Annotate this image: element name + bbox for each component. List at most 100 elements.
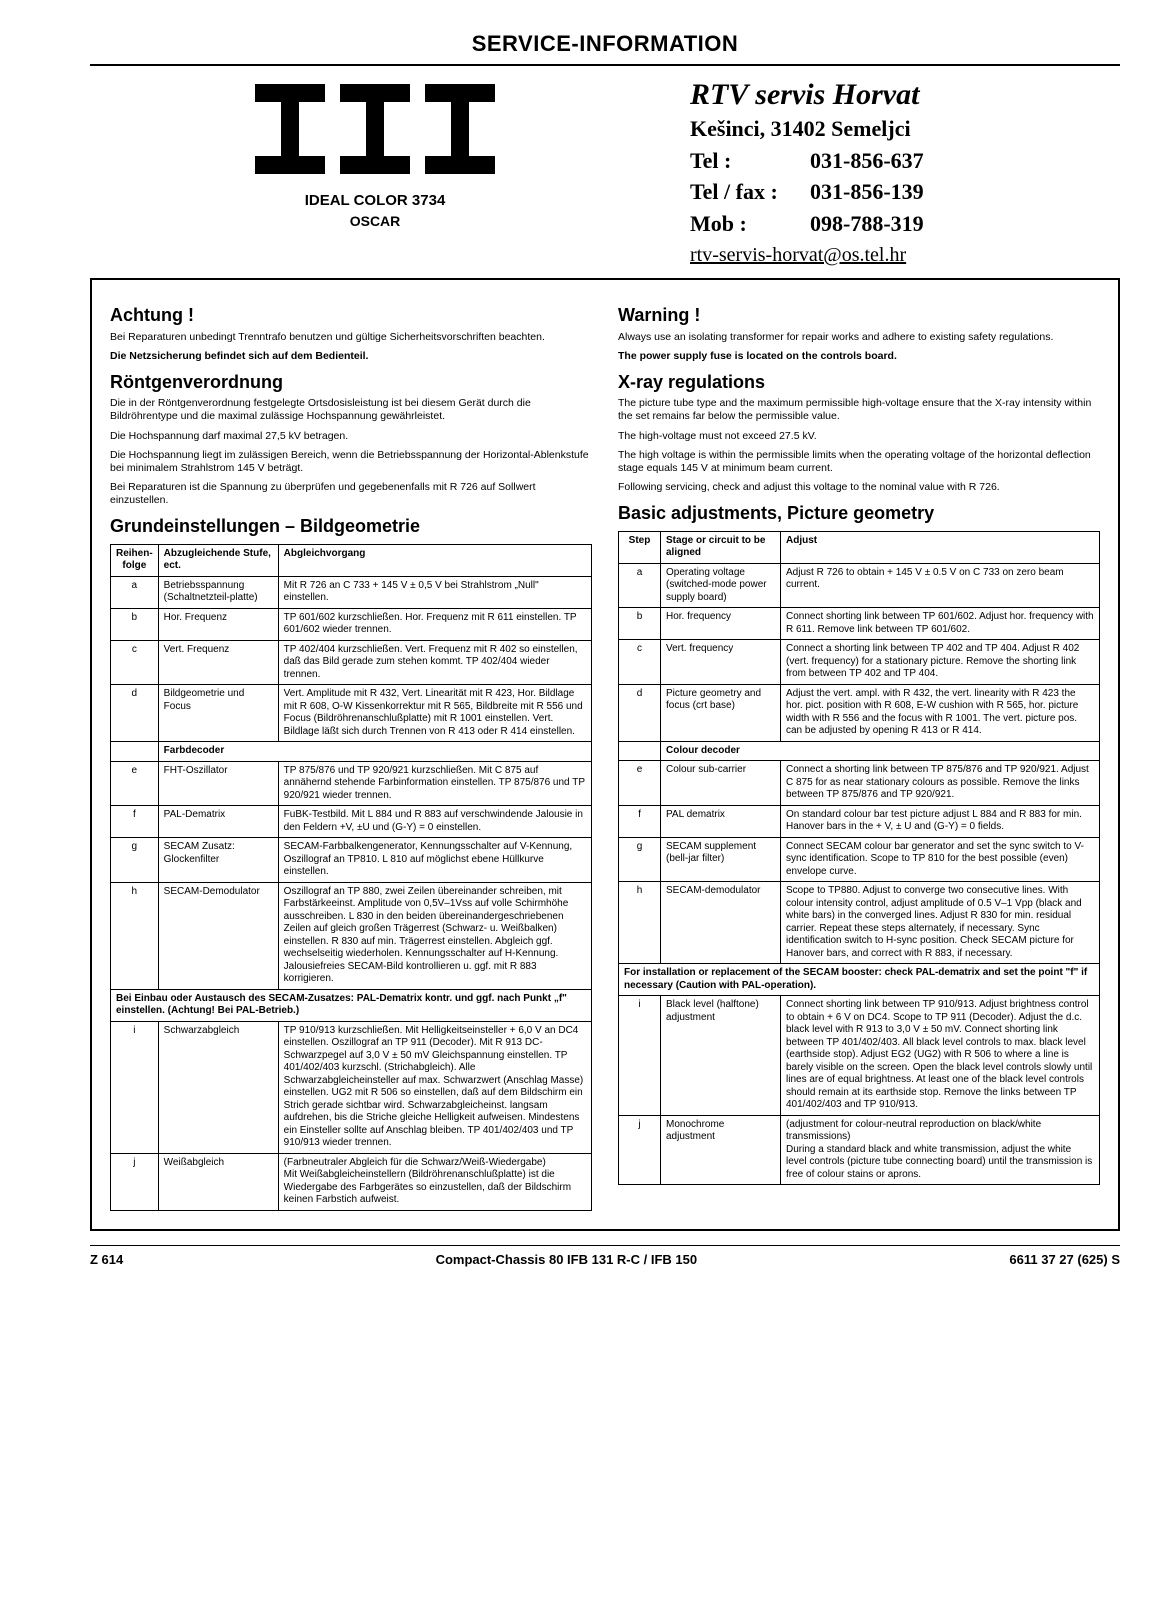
footer-right: 6611 37 27 (625) S — [1009, 1252, 1120, 1268]
table-row: i Schwarzabgleich TP 910/913 kurzschließ… — [111, 1021, 592, 1153]
cell-stage: Schwarzabgleich — [158, 1021, 278, 1153]
cell-step: j — [111, 1153, 159, 1210]
table-row: f PAL-Dematrix FuBK-Testbild. Mit L 884 … — [111, 806, 592, 838]
cell-adjust: Adjust R 726 to obtain + 145 V ± 0.5 V o… — [781, 563, 1100, 608]
cell-adjust: Vert. Amplitude mit R 432, Vert. Lineari… — [278, 685, 591, 742]
table-german: Reihen-folge Abzugleichende Stufe, ect. … — [110, 544, 592, 1211]
note-text: Bei Einbau oder Austausch des SECAM-Zusa… — [111, 989, 592, 1021]
subhead-text: Farbdecoder — [158, 742, 591, 762]
cell-stage: Vert. frequency — [661, 640, 781, 685]
note-text: For installation or replacement of the S… — [619, 964, 1100, 996]
cell-stage: Colour sub-carrier — [661, 761, 781, 806]
th-adj: Abgleichvorgang — [278, 544, 591, 576]
cell-step: i — [111, 1021, 159, 1153]
cell-adjust: Adjust the vert. ampl. with R 432, the v… — [781, 684, 1100, 741]
xray-heading: X-ray regulations — [618, 371, 1100, 394]
table-row: i Black level (halftone) adjustment Conn… — [619, 996, 1100, 1116]
cell-step: e — [111, 761, 159, 806]
subhead-text: Colour decoder — [661, 741, 1100, 761]
warning-p1: Always use an isolating transformer for … — [618, 331, 1100, 344]
table-note: Bei Einbau oder Austausch des SECAM-Zusa… — [111, 989, 592, 1021]
cell-step: a — [619, 563, 661, 608]
table-row: a Operating voltage (switched-mode power… — [619, 563, 1100, 608]
model-sub: OSCAR — [90, 213, 660, 231]
roentgen-heading: Röntgenverordnung — [110, 371, 592, 394]
roentgen-p3: Die Hochspannung liegt im zulässigen Ber… — [110, 449, 592, 475]
achtung-p1: Bei Reparaturen unbedingt Trenntrafo ben… — [110, 331, 592, 344]
servis-name: RTV servis Horvat — [690, 76, 1120, 114]
table-row: c Vert. Frequenz TP 402/404 kurzschließe… — [111, 640, 592, 685]
cell-adjust: TP 875/876 und TP 920/921 kurzschließen.… — [278, 761, 591, 806]
table-row: e FHT-Oszillator TP 875/876 und TP 920/9… — [111, 761, 592, 806]
th-stage: Stage or circuit to be aligned — [661, 531, 781, 563]
achtung-heading: Achtung ! — [110, 304, 592, 327]
footer-mid: Compact-Chassis 80 IFB 131 R-C / IFB 150 — [436, 1252, 698, 1268]
content-frame: Achtung ! Bei Reparaturen unbedingt Tren… — [90, 278, 1120, 1231]
th-adj: Adjust — [781, 531, 1100, 563]
cell-stage: PAL dematrix — [661, 805, 781, 837]
cell-stage: Vert. Frequenz — [158, 640, 278, 685]
cell-step: f — [111, 806, 159, 838]
cell-stage: Betriebsspannung (Schaltnetzteil-platte) — [158, 576, 278, 608]
cell-adjust: Connect shorting link between TP 601/602… — [781, 608, 1100, 640]
table-row: g SECAM supplement (bell-jar filter) Con… — [619, 837, 1100, 882]
cell-adjust: TP 601/602 kurzschließen. Hor. Frequenz … — [278, 608, 591, 640]
cell-adjust: Connect a shorting link between TP 402 a… — [781, 640, 1100, 685]
cell-stage: Monochrome adjustment — [661, 1115, 781, 1185]
xray-p1: The picture tube type and the maximum pe… — [618, 397, 1100, 423]
cell-adjust: Connect SECAM colour bar generator and s… — [781, 837, 1100, 882]
table-row: d Bildgeometrie und Focus Vert. Amplitud… — [111, 685, 592, 742]
table-row: h SECAM-Demodulator Oszillograf an TP 88… — [111, 882, 592, 989]
column-german: Achtung ! Bei Reparaturen unbedingt Tren… — [110, 296, 592, 1211]
table-row: j Monochrome adjustment (adjustment for … — [619, 1115, 1100, 1185]
servis-mob: Mob :098-788-319 — [690, 210, 1120, 238]
servis-tel: Tel :031-856-637 — [690, 147, 1120, 175]
servis-address: Kešinci, 31402 Semeljci — [690, 115, 1120, 143]
table-row: f PAL dematrix On standard colour bar te… — [619, 805, 1100, 837]
table-row: e Colour sub-carrier Connect a shorting … — [619, 761, 1100, 806]
masthead-title: SERVICE-INFORMATION — [90, 30, 1120, 66]
xray-p3: The high voltage is within the permissib… — [618, 449, 1100, 475]
th-step: Step — [619, 531, 661, 563]
cell-stage: SECAM-Demodulator — [158, 882, 278, 989]
grund-heading: Grundeinstellungen – Bildgeometrie — [110, 515, 592, 538]
roentgen-p2: Die Hochspannung darf maximal 27,5 kV be… — [110, 430, 592, 443]
cell-step: c — [619, 640, 661, 685]
cell-step: b — [111, 608, 159, 640]
cell-step: d — [111, 685, 159, 742]
cell-stage: PAL-Dematrix — [158, 806, 278, 838]
cell-step: j — [619, 1115, 661, 1185]
header-row: IDEAL COLOR 3734 OSCAR RTV servis Horvat… — [90, 76, 1120, 269]
table-row: h SECAM-demodulator Scope to TP880. Adju… — [619, 882, 1100, 964]
table-subhead: Colour decoder — [619, 741, 1100, 761]
cell-step: g — [619, 837, 661, 882]
xray-p4: Following servicing, check and adjust th… — [618, 481, 1100, 494]
cell-stage: Weißabgleich — [158, 1153, 278, 1210]
table-row: d Picture geometry and focus (crt base) … — [619, 684, 1100, 741]
warning-heading: Warning ! — [618, 304, 1100, 327]
cell-stage: Bildgeometrie und Focus — [158, 685, 278, 742]
table-row: a Betriebsspannung (Schaltnetzteil-platt… — [111, 576, 592, 608]
cell-step: a — [111, 576, 159, 608]
basic-heading: Basic adjustments, Picture geometry — [618, 502, 1100, 525]
cell-adjust: Connect a shorting link between TP 875/8… — [781, 761, 1100, 806]
cell-adjust: TP 402/404 kurzschließen. Vert. Frequenz… — [278, 640, 591, 685]
cell-step: f — [619, 805, 661, 837]
table-english: Step Stage or circuit to be aligned Adju… — [618, 531, 1100, 1186]
cell-adjust: SECAM-Farbbalkengenerator, Kennungsschal… — [278, 838, 591, 883]
cell-adjust: Connect shorting link between TP 910/913… — [781, 996, 1100, 1116]
cell-step: i — [619, 996, 661, 1116]
cell-adjust: Scope to TP880. Adjust to converge two c… — [781, 882, 1100, 964]
cell-stage: Hor. Frequenz — [158, 608, 278, 640]
table-row: b Hor. frequency Connect shorting link b… — [619, 608, 1100, 640]
cell-stage: Operating voltage (switched-mode power s… — [661, 563, 781, 608]
th-step: Reihen-folge — [111, 544, 159, 576]
cell-step: c — [111, 640, 159, 685]
cell-adjust: (adjustment for colour-neutral reproduct… — [781, 1115, 1100, 1185]
servis-fax: Tel / fax :031-856-139 — [690, 178, 1120, 206]
cell-adjust: On standard colour bar test picture adju… — [781, 805, 1100, 837]
table-row: b Hor. Frequenz TP 601/602 kurzschließen… — [111, 608, 592, 640]
footer-left: Z 614 — [90, 1252, 123, 1268]
cell-stage: FHT-Oszillator — [158, 761, 278, 806]
th-stage: Abzugleichende Stufe, ect. — [158, 544, 278, 576]
